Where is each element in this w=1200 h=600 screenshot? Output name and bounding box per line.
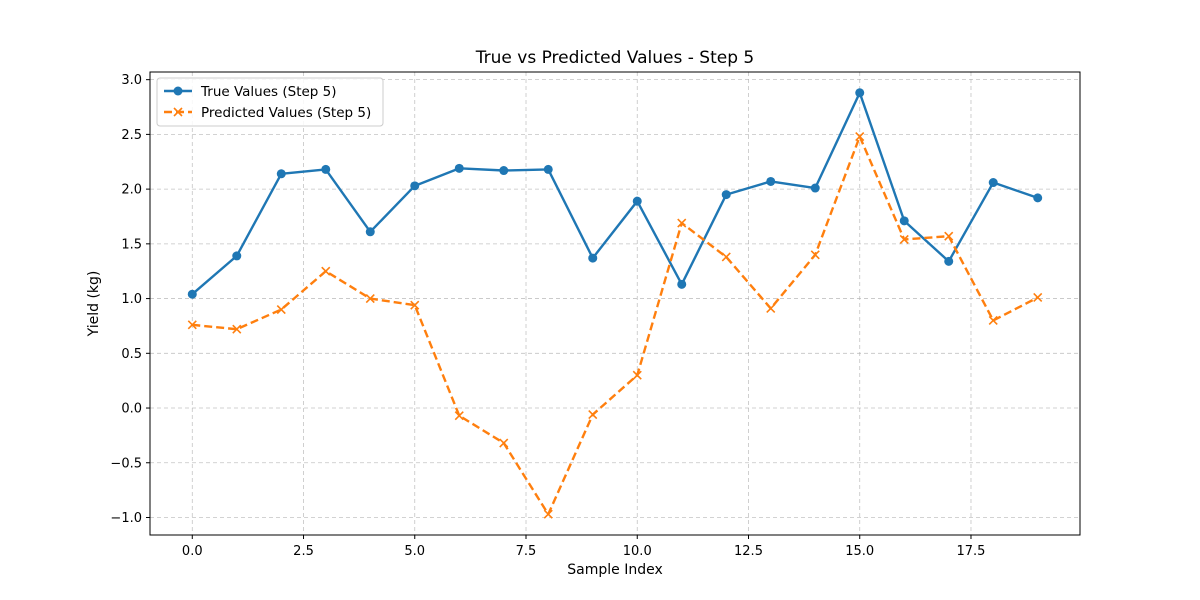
y-tick-label: 0.0 — [121, 402, 142, 417]
series-group — [187, 88, 1043, 519]
y-tick-label: 1.5 — [121, 237, 142, 252]
true-value-point — [677, 279, 687, 289]
x-tick-label: 17.5 — [957, 544, 986, 559]
axis-ticks: 0.0 2.5 5.0 7.5 10.0 12.5 15.0 17.5 −1.0 −0.5 0.0 0… — [110, 73, 985, 559]
true-value-point — [187, 289, 197, 299]
y-tick-label: −0.5 — [110, 456, 142, 471]
predicted-value-point — [410, 300, 420, 310]
predicted-value-point — [899, 234, 909, 245]
true-value-point — [855, 88, 865, 98]
true-value-point — [632, 196, 642, 206]
predicted-value-point — [232, 324, 242, 334]
x-tick-label: 0.0 — [182, 544, 203, 559]
predicted-value-point — [855, 132, 865, 142]
x-tick-label: 12.5 — [734, 544, 763, 559]
true-value-point — [899, 216, 909, 226]
true-value-point — [721, 190, 731, 200]
legend: True Values (Step 5) Predicted Values (St… — [156, 77, 384, 127]
predicted-value-point — [1033, 292, 1043, 303]
true-value-point — [766, 176, 776, 186]
true-value-point — [321, 164, 331, 174]
plot-frame — [149, 71, 1081, 536]
y-tick-label: 3.0 — [121, 73, 142, 88]
series-line-true-values — [191, 91, 1039, 296]
predicted-value-point — [187, 320, 197, 330]
legend-marker — [173, 86, 183, 96]
predicted-value-point — [321, 266, 331, 276]
y-tick-label: 1.0 — [121, 292, 142, 307]
predicted-value-point — [810, 250, 820, 260]
predicted-value-point — [543, 509, 553, 519]
true-value-point — [232, 251, 242, 261]
legend-label: True Values (Step 5) — [200, 84, 337, 100]
predicted-value-point — [588, 410, 598, 420]
predicted-value-point — [721, 252, 731, 262]
predicted-value-point — [944, 231, 954, 241]
true-value-point — [454, 163, 464, 173]
predicted-value-point — [632, 370, 642, 380]
true-value-point — [588, 253, 598, 263]
y-tick-label: 2.0 — [121, 183, 142, 198]
x-axis-label: Sample Index — [567, 562, 662, 578]
chart-title: True vs Predicted Values - Step 5 — [475, 48, 754, 68]
true-value-point — [810, 183, 820, 193]
x-tick-label: 5.0 — [404, 544, 425, 559]
y-tick-label: 2.5 — [121, 128, 142, 143]
true-value-point — [988, 178, 998, 188]
predicted-value-point — [454, 411, 464, 421]
legend-box — [156, 77, 384, 127]
x-tick-label: 2.5 — [293, 544, 314, 559]
true-value-point — [499, 166, 509, 176]
true-value-point — [1033, 193, 1043, 203]
true-value-point — [543, 164, 553, 174]
true-value-point — [410, 181, 420, 191]
predicted-value-point — [499, 438, 509, 448]
y-tick-label: 0.5 — [121, 347, 142, 362]
y-axis-label: Yield (kg) — [86, 271, 102, 338]
x-tick-label: 10.0 — [623, 544, 652, 559]
true-value-point — [944, 256, 954, 266]
legend-label: Predicted Values (Step 5) — [201, 105, 371, 121]
legend-marker — [173, 107, 183, 117]
predicted-value-point — [365, 294, 375, 304]
grid-lines — [150, 72, 1080, 535]
predicted-value-point — [276, 304, 286, 315]
plot-area — [150, 72, 1080, 535]
x-tick-label: 7.5 — [516, 544, 537, 559]
y-tick-label: −1.0 — [110, 511, 142, 526]
predicted-value-point — [677, 218, 687, 228]
predicted-value-point — [766, 303, 776, 313]
series-line-predicted-values — [192, 135, 1039, 516]
true-value-point — [365, 227, 375, 237]
x-tick-label: 15.0 — [845, 544, 874, 559]
predicted-value-point — [988, 315, 998, 326]
true-value-point — [276, 169, 286, 179]
